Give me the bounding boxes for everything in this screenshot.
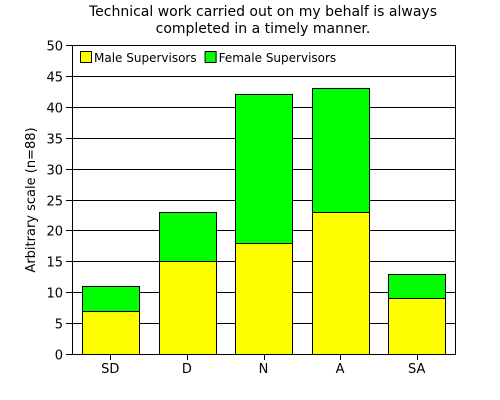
- legend: Male Supervisors Female Supervisors: [80, 51, 337, 65]
- legend-label-1: Male Supervisors: [94, 51, 197, 65]
- bar-a-series-1: [312, 212, 370, 355]
- y-tick-label: 50: [46, 40, 63, 55]
- legend-swatch-2: [204, 51, 217, 63]
- y-tick-label: 15: [46, 256, 63, 271]
- legend-swatch-1: [80, 51, 92, 63]
- bar-sa-series-1: [388, 298, 446, 355]
- x-tick-label: SD: [101, 362, 119, 377]
- bar-a-series-2: [312, 88, 370, 213]
- bar-sa-series-2: [388, 274, 446, 299]
- y-tick-label: 5: [55, 318, 63, 333]
- x-tick-label: A: [336, 362, 345, 377]
- y-tick-label: 20: [46, 225, 63, 240]
- x-tick-label: D: [182, 362, 192, 377]
- y-axis-label: Arbitrary scale (n=88): [24, 127, 39, 272]
- bar-d-series-1: [159, 261, 217, 355]
- chart-title-line-2: completed in a timely manner.: [156, 21, 371, 37]
- y-tick-label: 10: [46, 287, 63, 302]
- bars: [82, 88, 446, 355]
- x-tick-label: N: [259, 362, 269, 377]
- y-tick-label: 40: [46, 102, 63, 117]
- bar-n-series-2: [235, 94, 293, 244]
- y-tick-label: 45: [46, 71, 63, 86]
- y-tick-label: 25: [46, 195, 63, 210]
- y-tick-label: 0: [55, 349, 63, 364]
- bar-sd-series-2: [82, 286, 140, 312]
- bar-d-series-2: [159, 212, 217, 262]
- chart-title-line-1: Technical work carried out on my behalf …: [88, 4, 437, 20]
- bar-sd-series-1: [82, 311, 140, 355]
- bar-n-series-1: [235, 243, 293, 355]
- plot-frame: [72, 45, 456, 355]
- legend-label-2: Female Supervisors: [219, 51, 337, 65]
- x-tick-label: SA: [408, 362, 425, 377]
- y-tick-label: 35: [46, 133, 63, 148]
- y-tick-label: 30: [46, 164, 63, 179]
- axes: 0 5 10 15 20 25 30 35 40 45 50 SD D N A SA: [46, 40, 456, 377]
